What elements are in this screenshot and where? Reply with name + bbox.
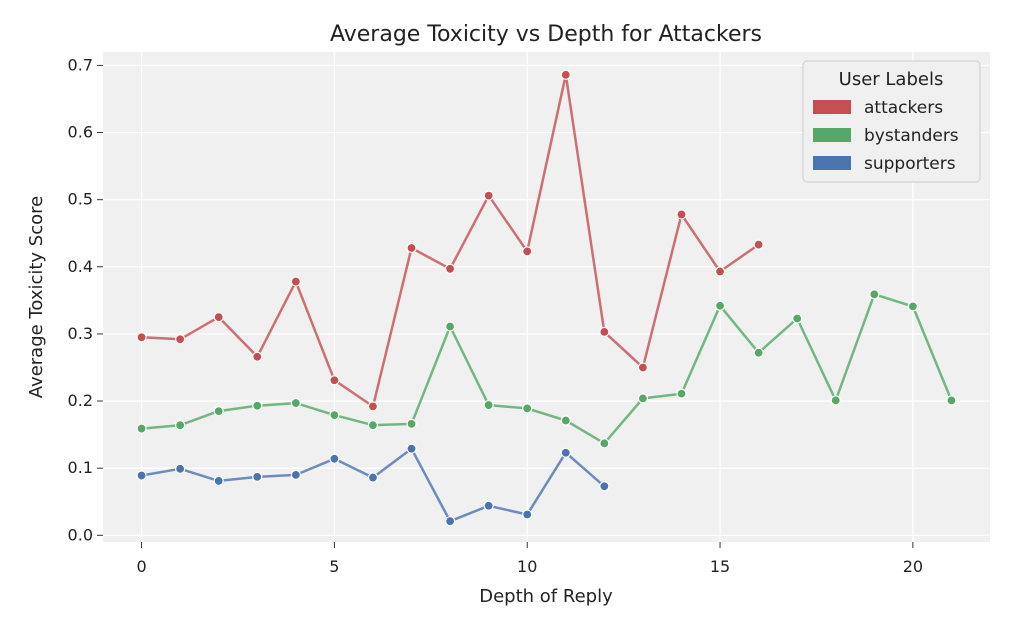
x-tick-label: 0 — [136, 557, 146, 576]
data-point-bystanders — [792, 313, 803, 324]
data-point-bystanders — [869, 289, 880, 300]
data-point-attackers — [329, 375, 340, 386]
y-tick-label: 0.5 — [68, 190, 93, 209]
data-point-supporters — [444, 516, 456, 527]
y-tick-label: 0.7 — [68, 55, 93, 74]
data-point-bystanders — [406, 418, 417, 429]
data-point-attackers — [522, 246, 533, 257]
data-point-supporters — [367, 472, 379, 483]
data-point-bystanders — [329, 410, 340, 421]
data-point-supporters — [175, 463, 186, 474]
data-point-attackers — [753, 239, 764, 250]
data-point-bystanders — [483, 399, 494, 411]
series-bystanders — [136, 289, 957, 449]
y-tick-label: 0.0 — [68, 525, 93, 544]
data-point-supporters — [483, 500, 494, 511]
data-point-bystanders — [560, 415, 571, 426]
data-point-supporters — [290, 469, 301, 480]
data-point-attackers — [406, 242, 417, 254]
data-point-bystanders — [175, 420, 186, 431]
data-point-bystanders — [213, 406, 224, 417]
data-point-bystanders — [830, 395, 841, 406]
data-point-bystanders — [599, 438, 610, 449]
data-point-bystanders — [290, 397, 301, 409]
x-axis-label: Depth of Reply — [479, 586, 613, 607]
y-tick-label: 0.2 — [68, 391, 93, 410]
data-point-attackers — [290, 276, 301, 287]
data-point-attackers — [136, 332, 147, 343]
data-point-bystanders — [252, 400, 263, 411]
data-point-bystanders — [946, 395, 957, 406]
y-tick-label: 0.3 — [68, 324, 93, 343]
series-supporters — [136, 443, 610, 527]
legend-label-bystanders: bystanders — [864, 126, 959, 146]
data-point-attackers — [637, 362, 649, 373]
data-point-supporters — [406, 443, 417, 454]
data-point-supporters — [560, 447, 571, 458]
x-tick-label: 10 — [517, 557, 537, 576]
y-axis-label: Average Toxicity Score — [26, 196, 47, 398]
legend-label-supporters: supporters — [864, 154, 956, 174]
legend-label-attackers: attackers — [864, 98, 943, 118]
y-tick-label: 0.1 — [68, 458, 93, 477]
data-point-attackers — [367, 401, 379, 412]
legend-swatch-bystanders — [813, 128, 851, 142]
data-point-attackers — [252, 351, 263, 362]
series-group — [136, 69, 957, 527]
data-point-attackers — [560, 69, 571, 80]
data-point-attackers — [175, 334, 186, 345]
data-point-attackers — [213, 312, 224, 323]
data-point-bystanders — [676, 388, 687, 399]
data-point-attackers — [714, 266, 726, 277]
x-tick-label: 5 — [329, 557, 339, 576]
x-tick-label: 15 — [710, 557, 730, 576]
data-point-attackers — [483, 190, 494, 201]
legend-title: User Labels — [839, 69, 944, 90]
legend-swatch-supporters — [813, 156, 851, 170]
data-point-bystanders — [714, 300, 726, 311]
data-point-supporters — [522, 509, 533, 520]
data-point-attackers — [444, 263, 456, 274]
series-line-bystanders — [141, 293, 953, 445]
x-tick-label: 20 — [903, 557, 923, 576]
data-point-bystanders — [637, 393, 649, 404]
data-point-bystanders — [444, 321, 456, 332]
axis-ticks: 0.0 0.1 0.2 0.3 0.4 0.5 0.6 0.7 0 5 10 15 20 — [68, 55, 924, 576]
chart-title: Average Toxicity vs Depth for Attackers — [330, 22, 762, 47]
legend: User Labels attackers bystanders supporter… — [802, 60, 981, 183]
y-tick-label: 0.4 — [68, 257, 93, 276]
data-point-supporters — [252, 471, 263, 482]
data-point-bystanders — [522, 403, 533, 414]
series-attackers — [136, 69, 764, 412]
data-point-supporters — [136, 470, 147, 481]
data-point-bystanders — [907, 301, 918, 312]
data-point-supporters — [329, 453, 340, 464]
legend-box — [802, 60, 981, 183]
data-point-supporters — [213, 475, 224, 487]
data-point-bystanders — [753, 347, 764, 358]
data-point-supporters — [599, 481, 610, 492]
y-tick-label: 0.6 — [68, 123, 93, 142]
data-point-attackers — [676, 209, 687, 220]
data-point-attackers — [599, 326, 610, 338]
data-point-bystanders — [367, 420, 379, 431]
legend-swatch-attackers — [813, 100, 851, 114]
data-point-bystanders — [136, 423, 147, 434]
